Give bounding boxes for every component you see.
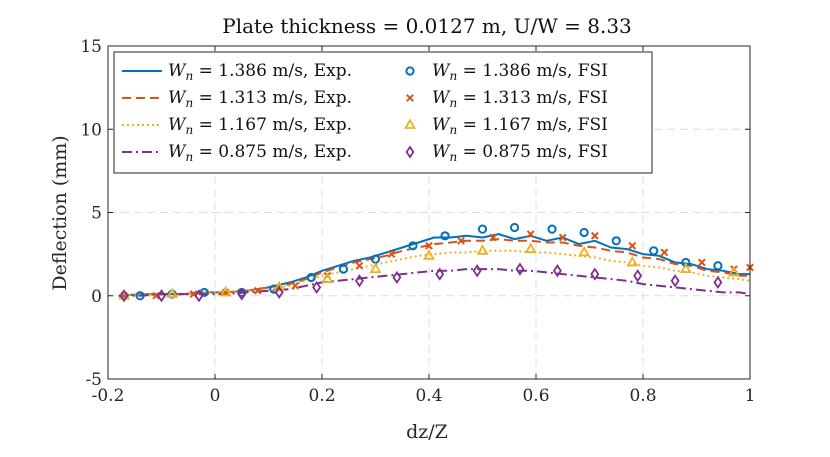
data-point xyxy=(526,230,535,239)
data-point xyxy=(135,291,145,301)
data-point xyxy=(524,242,537,254)
legend-label: Wn = 1.386 m/s, Exp. xyxy=(168,61,352,83)
legend-label: Wn = 0.875 m/s, FSI xyxy=(432,142,608,164)
legend-label: Wn = 1.313 m/s, FSI xyxy=(432,88,608,110)
series-2 xyxy=(118,249,751,297)
data-point xyxy=(423,249,435,260)
data-point xyxy=(354,274,364,288)
legend-swatch-marker xyxy=(405,66,415,76)
data-point xyxy=(590,267,600,281)
legend-label: Wn = 1.386 m/s, FSI xyxy=(432,61,608,83)
series-5 xyxy=(120,230,754,300)
data-point xyxy=(697,258,706,267)
legend-box xyxy=(113,51,653,174)
data-point xyxy=(611,236,621,246)
legend-swatch-marker xyxy=(404,118,416,129)
data-point xyxy=(626,255,639,267)
data-point xyxy=(633,269,643,283)
series-layer xyxy=(118,222,754,303)
data-point xyxy=(515,262,525,276)
data-point xyxy=(387,250,396,259)
data-point xyxy=(660,248,669,257)
data-point xyxy=(628,241,637,250)
legend-label: Wn = 1.313 m/s, Exp. xyxy=(168,88,352,110)
data-point xyxy=(273,280,286,292)
data-point xyxy=(547,224,557,234)
y-tick-label: 0 xyxy=(91,287,102,307)
data-point xyxy=(392,270,402,285)
x-tick-label: 0 xyxy=(210,386,221,406)
data-point xyxy=(237,287,247,301)
data-point xyxy=(435,267,445,281)
y-tick-label: 5 xyxy=(91,204,102,224)
data-point xyxy=(713,261,723,271)
data-point xyxy=(578,245,591,257)
x-tick-label: 0.2 xyxy=(308,386,335,406)
legend-label: Wn = 1.167 m/s, FSI xyxy=(432,115,608,137)
data-point xyxy=(306,272,316,283)
data-point xyxy=(457,236,466,245)
data-point xyxy=(194,289,204,303)
legend-swatch-marker xyxy=(405,145,415,159)
x-tick-label: 0.6 xyxy=(522,386,549,406)
data-point xyxy=(489,233,498,242)
data-point xyxy=(558,233,567,242)
data-point xyxy=(253,286,262,295)
x-tick-label: 1 xyxy=(745,386,756,406)
data-point xyxy=(408,241,418,251)
legend-label: Wn = 1.167 m/s, Exp. xyxy=(168,115,352,137)
x-tick-label: 0.4 xyxy=(415,386,442,406)
x-axis-label: dz/Z xyxy=(406,421,448,443)
data-point xyxy=(369,262,382,274)
y-axis-label: Deflection (mm) xyxy=(49,135,71,290)
data-point xyxy=(321,272,334,283)
data-point xyxy=(552,264,562,278)
data-point xyxy=(476,244,489,255)
data-point xyxy=(679,262,692,274)
y-tick-label: 10 xyxy=(80,120,102,140)
series-3 xyxy=(118,268,751,297)
y-tick-label: -5 xyxy=(85,370,102,390)
axis-ticks: -0.2 0 0.2 0.4 0.6 0.8 1 -5 0 5 10 15 xyxy=(80,37,755,406)
x-tick-label: -0.2 xyxy=(92,386,125,406)
data-point xyxy=(274,285,284,300)
data-point xyxy=(670,274,680,288)
series-line xyxy=(118,249,751,297)
data-point xyxy=(157,289,166,303)
series-1 xyxy=(118,238,750,297)
series-line xyxy=(118,268,751,297)
data-point xyxy=(312,280,322,295)
data-point xyxy=(579,227,589,238)
data-point xyxy=(291,281,300,290)
data-point xyxy=(355,261,364,270)
x-tick-label: 0.8 xyxy=(629,386,656,406)
data-point xyxy=(338,264,348,274)
data-point xyxy=(472,264,482,278)
chart-title: Plate thickness = 0.0127 m, U/W = 8.33 xyxy=(222,14,632,38)
series-7 xyxy=(119,262,723,303)
data-point xyxy=(152,291,161,300)
y-tick-label: 15 xyxy=(80,37,102,57)
data-point xyxy=(119,289,129,303)
data-point xyxy=(713,275,723,290)
legend: Wn = 1.386 m/s, Exp. Wn = 1.313 m/s, Exp.… xyxy=(113,51,653,174)
data-point xyxy=(219,285,232,297)
data-point xyxy=(477,224,488,234)
legend-label: Wn = 0.875 m/s, Exp. xyxy=(168,142,352,164)
data-point xyxy=(728,265,740,277)
data-point xyxy=(166,287,179,298)
legend-swatch-marker xyxy=(406,94,414,102)
data-point xyxy=(425,241,433,250)
data-point xyxy=(509,222,520,233)
data-point xyxy=(440,231,450,241)
series-line xyxy=(118,238,750,297)
data-point xyxy=(649,246,659,256)
data-point xyxy=(590,231,599,240)
